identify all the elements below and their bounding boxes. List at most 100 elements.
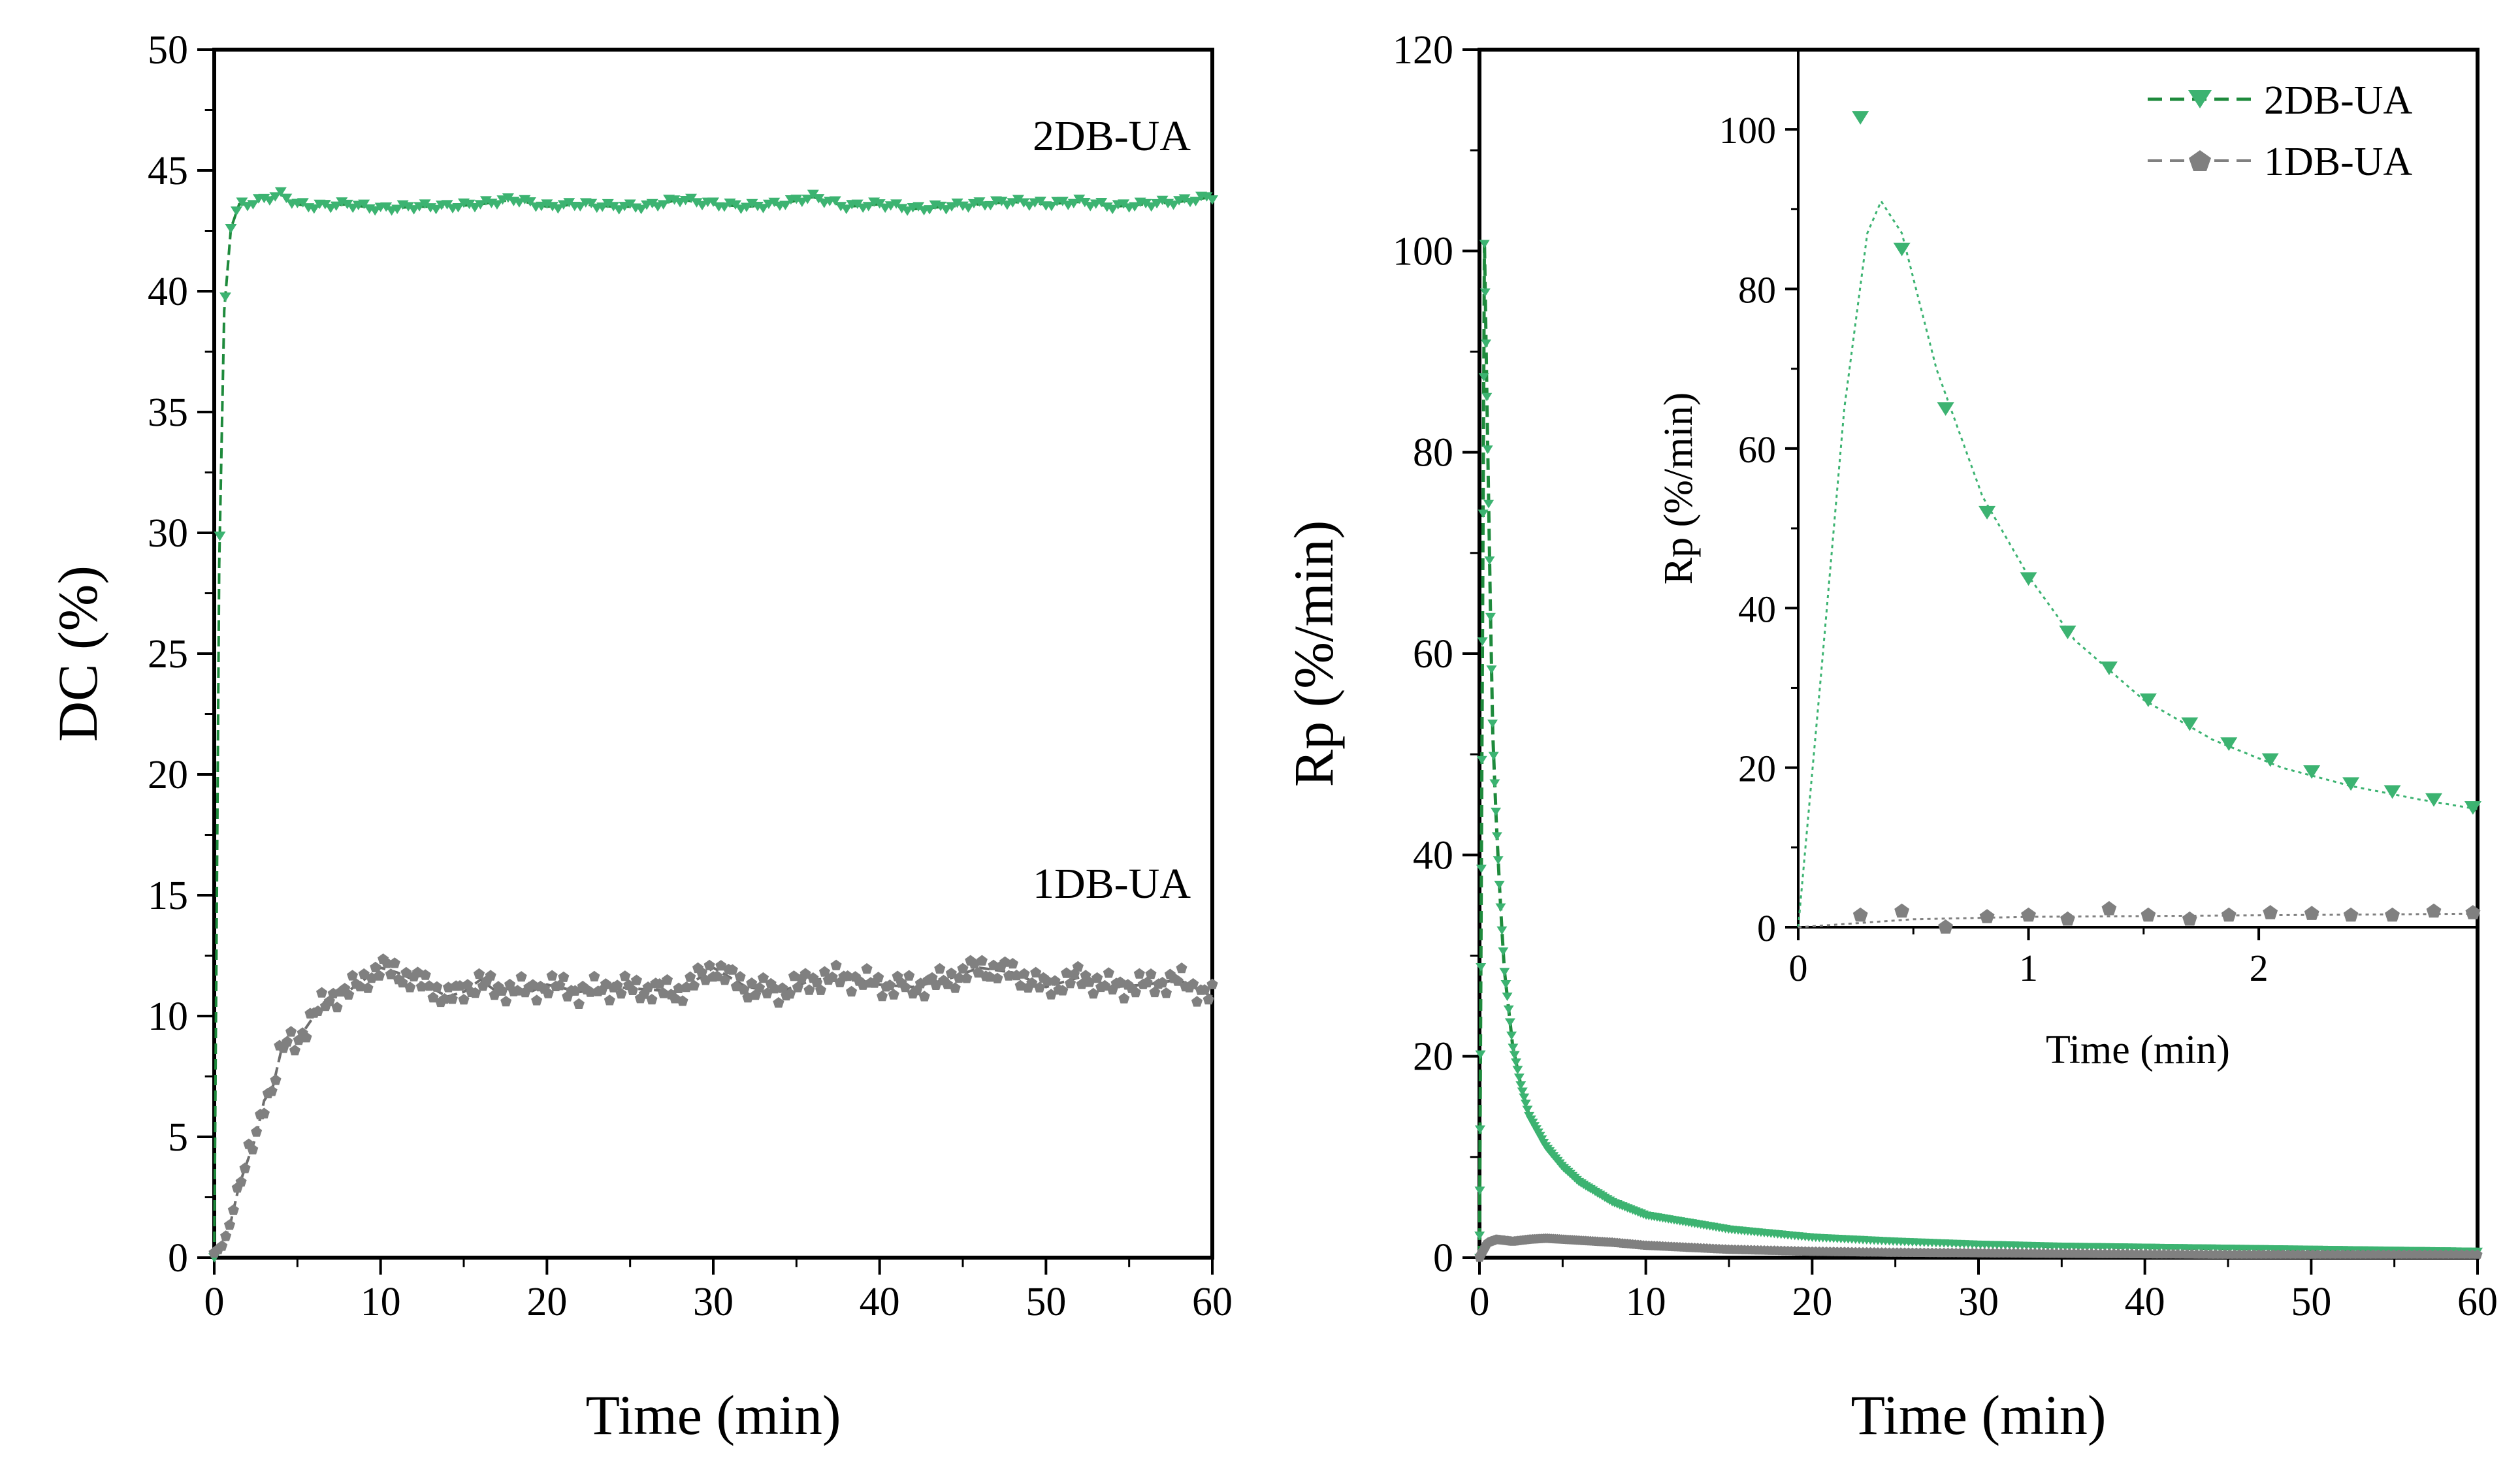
dc-point-1db-ua xyxy=(688,979,700,991)
dc-point-2db-ua xyxy=(1151,199,1163,209)
rp-point-2db-ua xyxy=(1491,807,1502,816)
rp-point-2db-ua xyxy=(1476,963,1487,972)
dc-point-1db-ua xyxy=(1103,967,1114,978)
inset-point-2db-ua xyxy=(2342,777,2360,791)
rp-y-tick-label: 40 xyxy=(1413,833,1453,878)
inset-point-2db-ua xyxy=(2020,572,2037,586)
dc-point-1db-ua xyxy=(374,970,385,981)
dc-point-1db-ua xyxy=(999,956,1011,967)
dc-point-1db-ua xyxy=(642,981,654,993)
dc-point-1db-ua xyxy=(289,1044,300,1056)
inset-y-tick-label: 0 xyxy=(1757,907,1776,949)
dc-point-2db-ua xyxy=(214,532,226,541)
dc-point-1db-ua xyxy=(815,984,827,995)
dc-point-1db-ua xyxy=(1145,968,1157,979)
dc-point-2db-ua xyxy=(219,292,231,302)
dc-point-1db-ua xyxy=(611,979,623,991)
dc-point-1db-ua xyxy=(282,1036,293,1047)
dc-point-1db-ua xyxy=(757,972,769,983)
dc-point-1db-ua xyxy=(354,980,366,992)
dc-point-1db-ua xyxy=(496,985,508,996)
dc-point-1db-ua xyxy=(903,970,915,981)
dc-point-1db-ua xyxy=(685,971,696,982)
dc-point-2db-ua xyxy=(718,202,730,212)
dc-point-1db-ua xyxy=(370,961,381,972)
inset-point-1db-ua xyxy=(2304,906,2319,920)
dc-x-tick-label: 40 xyxy=(860,1280,900,1324)
inset-point-2db-ua xyxy=(2383,785,2401,799)
inset-x-tick-label: 0 xyxy=(1789,947,1808,989)
dc-point-1db-ua xyxy=(803,984,815,995)
dc-axis-ticks xyxy=(197,48,1214,1275)
rp-point-2db-ua xyxy=(1481,392,1493,402)
rp-point-2db-ua xyxy=(1478,509,1489,518)
dc-x-tick-label: 10 xyxy=(361,1280,401,1324)
dc-point-1db-ua xyxy=(531,994,543,1006)
rp-x-tick-label: 30 xyxy=(1958,1280,1999,1324)
dc-point-2db-ua xyxy=(369,206,381,216)
rp-point-2db-ua xyxy=(1484,556,1495,565)
dc-point-1db-ua xyxy=(462,979,474,990)
rp-point-2db-ua xyxy=(1489,779,1500,788)
dc-point-1db-ua xyxy=(585,986,596,997)
dc-point-2db-ua xyxy=(380,202,393,212)
inset-point-1db-ua xyxy=(1938,919,1953,934)
inset-y-axis-title: Rp (%/min) xyxy=(1656,392,1701,584)
inset-fit-line-2db-ua xyxy=(1797,199,2478,928)
dc-point-2db-ua xyxy=(801,195,814,204)
legend-label-1db-ua: 1DB-UA xyxy=(2264,140,2413,184)
rp-point-2db-ua xyxy=(1513,1073,1525,1082)
dc-point-2db-ua xyxy=(624,199,636,209)
dc-point-2db-ua xyxy=(479,196,492,206)
dc-point-1db-ua xyxy=(589,970,600,981)
dc-point-2db-ua xyxy=(225,224,237,234)
rp-point-2db-ua xyxy=(1519,1093,1530,1102)
rp-y-tick-label: 80 xyxy=(1413,431,1453,475)
dc-point-1db-ua xyxy=(746,977,758,989)
dc-point-2db-ua xyxy=(757,204,769,214)
dc-point-1db-ua xyxy=(696,966,707,978)
dc-point-2db-ua xyxy=(862,202,875,212)
rp-point-2db-ua xyxy=(1493,856,1504,865)
dc-point-2db-ua xyxy=(901,206,914,216)
dc-point-2db-ua xyxy=(358,199,370,209)
dc-point-2db-ua xyxy=(247,200,259,210)
dc-point-1db-ua xyxy=(1061,967,1073,978)
dc-point-1db-ua xyxy=(239,1162,251,1173)
rp-point-2db-ua xyxy=(1475,1050,1486,1059)
rp-point-2db-ua xyxy=(1483,500,1494,509)
rp-point-2db-ua xyxy=(1499,968,1510,977)
dc-point-2db-ua xyxy=(707,197,719,207)
inset-point-2db-ua xyxy=(2100,661,2118,675)
inset-point-2db-ua xyxy=(2261,753,2279,767)
dc-point-1db-ua xyxy=(1072,961,1084,972)
dc-point-1db-ua xyxy=(619,970,631,981)
dc-point-2db-ua xyxy=(541,199,553,209)
dc-point-1db-ua xyxy=(1026,977,1038,988)
dc-x-axis-title: Time (min) xyxy=(585,1384,841,1446)
dc-point-2db-ua xyxy=(835,202,847,212)
dc-point-2db-ua xyxy=(1012,195,1024,204)
dc-point-1db-ua xyxy=(1129,986,1141,998)
rp-point-2db-ua xyxy=(1478,373,1489,381)
inset-x-tick-label: 1 xyxy=(2019,947,2038,989)
dc-point-2db-ua xyxy=(1018,198,1030,208)
dc-point-2db-ua xyxy=(341,199,353,210)
inset-point-1db-ua xyxy=(2343,907,2359,922)
dc-point-1db-ua xyxy=(247,1143,259,1154)
dc-tick-labels: 0 10 20 30 40 50 60 0 5 10 15 20 25 30 35 40 45 50 xyxy=(148,28,1233,1324)
dc-point-1db-ua xyxy=(500,996,512,1007)
rp-y-tick-label: 20 xyxy=(1413,1035,1453,1079)
inset-point-1db-ua xyxy=(1894,903,1910,918)
dc-point-1db-ua xyxy=(1191,996,1203,1007)
dc-point-2db-ua xyxy=(829,196,841,206)
dc-point-2db-ua xyxy=(474,200,487,210)
dc-point-1db-ua xyxy=(934,962,946,974)
dc-point-1db-ua xyxy=(761,987,773,998)
dc-point-1db-ua xyxy=(957,962,969,974)
rp-point-2db-ua xyxy=(1494,880,1505,889)
dc-point-1db-ua xyxy=(976,955,988,966)
dc-point-2db-ua xyxy=(973,197,986,207)
inset-y-tick-label: 20 xyxy=(1738,748,1776,790)
